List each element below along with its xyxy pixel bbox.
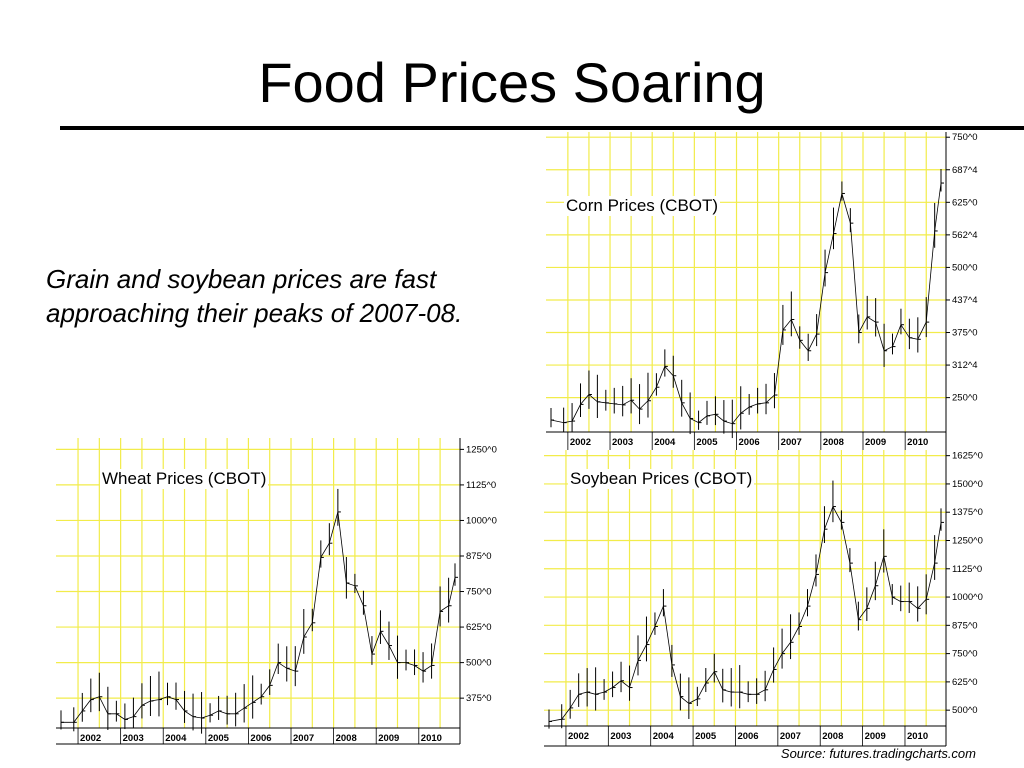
- slide-title: Food Prices Soaring: [258, 51, 766, 114]
- y-tick-label: 500^0: [952, 705, 978, 716]
- x-tick-label: 2004: [654, 437, 676, 448]
- x-tick-label: 2006: [250, 733, 271, 744]
- soybean-chart: 500^0 625^0 750^0 875^0 1000^0 1125^0 1250^0 13…: [544, 450, 990, 747]
- corn-chart: 250^0 312^4 375^0 437^4 500^0 562^4 625^0 687^4…: [546, 132, 986, 458]
- x-tick-label: 2002: [570, 437, 591, 448]
- corn-chart-svg: 250^0 312^4 375^0 437^4 500^0 562^4 625^0 687^4…: [546, 132, 978, 455]
- y-tick-label: 375^0: [952, 328, 978, 339]
- x-tick-label: 2009: [378, 733, 399, 744]
- x-tick-label: 2007: [780, 731, 801, 742]
- wheat-chart: 375^0 500^0 625^0 750^0 875^0 1000^0 1125^0 125…: [56, 438, 506, 745]
- y-tick-label: 437^4: [952, 295, 978, 306]
- source-note: Source: futures.tradingcharts.com: [780, 746, 976, 761]
- y-tick-label: 500^0: [952, 262, 978, 273]
- x-tick-label: 2006: [737, 731, 758, 742]
- x-tick-label: 2010: [907, 731, 928, 742]
- x-tick-label: 2010: [421, 733, 442, 744]
- x-tick-label: 2008: [822, 731, 843, 742]
- x-tick-label: 2005: [695, 731, 717, 742]
- y-tick-label: 1625^0: [952, 451, 983, 462]
- x-tick-label: 2009: [865, 731, 886, 742]
- y-tick-label: 375^0: [466, 693, 492, 704]
- y-tick-label: 500^0: [466, 658, 492, 669]
- y-tick-label: 750^0: [952, 649, 978, 660]
- y-tick-label: 875^0: [952, 620, 978, 631]
- x-tick-label: 2009: [865, 437, 886, 448]
- y-tick-label: 625^0: [466, 622, 492, 633]
- x-tick-label: 2003: [612, 437, 633, 448]
- y-tick-label: 625^0: [952, 197, 978, 208]
- y-tick-label: 625^0: [952, 677, 978, 688]
- title-rule: [60, 126, 1024, 130]
- y-tick-label: 312^4: [952, 360, 978, 371]
- x-tick-label: 2003: [610, 731, 631, 742]
- caption-text: Grain and soybean prices are fast approa…: [46, 264, 463, 328]
- x-tick-label: 2004: [653, 731, 675, 742]
- y-tick-label: 1000^0: [952, 592, 983, 603]
- x-tick-label: 2002: [568, 731, 589, 742]
- y-tick-label: 250^0: [952, 393, 978, 404]
- corn-chart-label: Corn Prices (CBOT): [564, 196, 721, 216]
- x-tick-label: 2005: [696, 437, 718, 448]
- wheat-chart-label: Wheat Prices (CBOT): [100, 469, 269, 489]
- x-tick-label: 2002: [80, 733, 101, 744]
- x-tick-label: 2010: [907, 437, 928, 448]
- y-tick-label: 1000^0: [466, 515, 497, 526]
- y-tick-label: 1250^0: [466, 444, 497, 455]
- y-tick-label: 1250^0: [952, 535, 983, 546]
- x-tick-label: 2008: [336, 733, 357, 744]
- wheat-chart-svg: 375^0 500^0 625^0 750^0 875^0 1000^0 1125^0 125…: [56, 438, 497, 745]
- y-tick-label: 1375^0: [952, 507, 983, 518]
- y-tick-label: 750^0: [952, 132, 978, 143]
- x-tick-label: 2003: [123, 733, 144, 744]
- x-tick-label: 2007: [781, 437, 802, 448]
- y-tick-label: 562^4: [952, 230, 978, 241]
- y-tick-label: 1125^0: [952, 564, 982, 575]
- soybean-chart-svg: 500^0 625^0 750^0 875^0 1000^0 1125^0 1250^0 13…: [544, 450, 983, 747]
- x-tick-label: 2006: [739, 437, 760, 448]
- y-tick-label: 687^4: [952, 165, 978, 176]
- x-tick-label: 2004: [165, 733, 187, 744]
- x-tick-label: 2007: [293, 733, 314, 744]
- y-tick-label: 750^0: [466, 587, 492, 598]
- y-tick-label: 1125^0: [466, 480, 496, 491]
- soybean-chart-label: Soybean Prices (CBOT): [568, 469, 755, 489]
- x-tick-label: 2008: [823, 437, 844, 448]
- y-tick-label: 875^0: [466, 551, 492, 562]
- x-tick-label: 2005: [208, 733, 230, 744]
- y-tick-label: 1500^0: [952, 479, 983, 490]
